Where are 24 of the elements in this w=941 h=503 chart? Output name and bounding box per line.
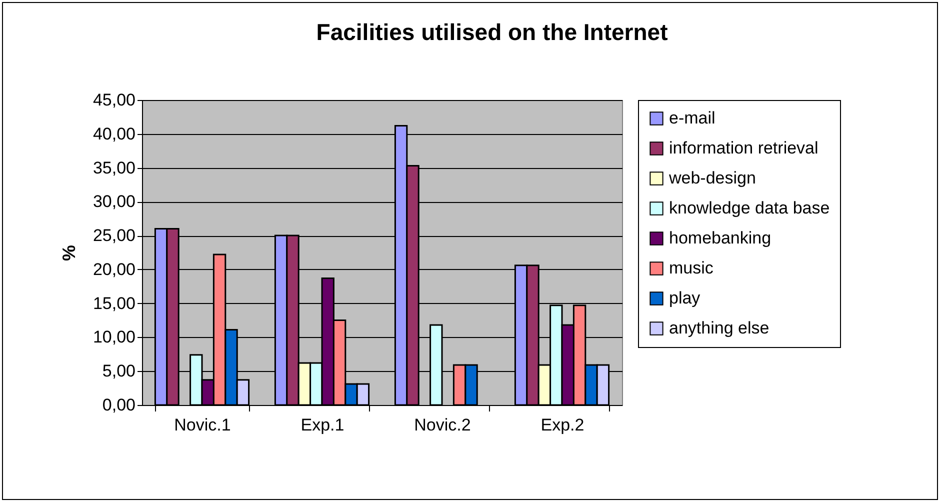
y-axis-title: % [58, 244, 79, 262]
legend-label: anything else [669, 318, 770, 338]
legend-label: information retrieval [669, 138, 818, 158]
x-tick-label: Novic.2 [414, 416, 471, 434]
y-tick-label: 30,00 [92, 192, 136, 212]
legend-label: knowledge data base [669, 198, 830, 218]
legend-label: play [669, 288, 701, 308]
y-tick-label: 15,00 [92, 294, 136, 313]
legend-label: web-design [668, 168, 756, 188]
x-tick-label: Novic.1 [174, 416, 231, 434]
y-tick-label: 40,00 [92, 124, 136, 144]
x-tick-label: Exp.2 [540, 416, 584, 434]
x-tick-label: Exp.1 [300, 416, 344, 434]
y-tick-label: 35,00 [92, 158, 136, 178]
chart-title: Facilities utilised on the Internet [316, 19, 668, 45]
legend-label: homebanking [669, 228, 772, 248]
y-tick-label: 25,00 [92, 226, 136, 246]
y-tick-label: 20,00 [92, 260, 136, 279]
legend-label: e-mail [669, 108, 716, 128]
legend-label: music [669, 258, 714, 278]
y-tick-label: 0,00 [102, 396, 136, 414]
y-tick-label: 45,00 [92, 90, 136, 110]
y-tick-label: 5,00 [102, 362, 136, 381]
y-tick-label: 10,00 [92, 328, 136, 347]
